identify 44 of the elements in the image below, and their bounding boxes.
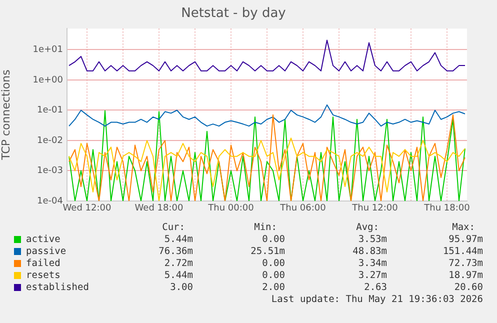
y-tick-label: 1e-04 — [37, 196, 64, 206]
text: 76.36m — [158, 246, 193, 257]
text: Min: — [254, 222, 277, 233]
y-tick-label: 1e-01 — [37, 106, 63, 116]
text: 3.34m — [358, 258, 387, 269]
text: Last update: Thu May 21 19:36:03 2026 — [271, 294, 483, 305]
legend-label: resets — [26, 270, 60, 281]
text: 5.44m — [164, 270, 193, 281]
text: Cur: — [162, 222, 185, 233]
legend-label: established — [26, 282, 89, 293]
text: 0.00 — [262, 270, 285, 281]
x-tick-label: Wed 12:00 — [62, 204, 112, 214]
x-tick-label: Thu 06:00 — [279, 204, 326, 214]
text: Max: — [452, 222, 475, 233]
text: 95.97m — [448, 234, 483, 245]
legend-label: active — [26, 234, 60, 245]
text: 20.60 — [454, 282, 483, 293]
x-tick-label: Wed 18:00 — [134, 204, 184, 214]
text: Avg: — [356, 222, 379, 233]
legend-label: failed — [26, 258, 60, 269]
y-tick-label: 1e+00 — [32, 75, 64, 86]
text: 48.83m — [352, 246, 387, 257]
y-tick-label: 1e+01 — [32, 45, 63, 56]
text: 151.44m — [442, 246, 483, 257]
y-tick-label: 1e-02 — [37, 136, 63, 146]
text: 0.00 — [262, 258, 285, 269]
text: 2.00 — [262, 282, 285, 293]
y-axis-title: TCP connections — [0, 69, 12, 161]
y-tick-label: 1e-03 — [37, 166, 63, 176]
text: 3.00 — [170, 282, 193, 293]
x-tick-label: Thu 12:00 — [351, 204, 398, 214]
text: 0.00 — [262, 234, 285, 245]
x-tick-label: Thu 00:00 — [207, 204, 254, 214]
text: 2.72m — [164, 258, 193, 269]
text: 3.53m — [358, 234, 387, 245]
text: 25.51m — [250, 246, 285, 257]
text: 2.63 — [364, 282, 387, 293]
text: 18.97m — [448, 270, 483, 281]
legend-label: passive — [26, 246, 66, 257]
chart-title: Netstat - by day — [181, 6, 286, 22]
text: 5.44m — [164, 234, 193, 245]
text: 72.73m — [448, 258, 483, 269]
x-tick-label: Thu 18:00 — [423, 204, 470, 214]
text: 3.27m — [358, 270, 387, 281]
